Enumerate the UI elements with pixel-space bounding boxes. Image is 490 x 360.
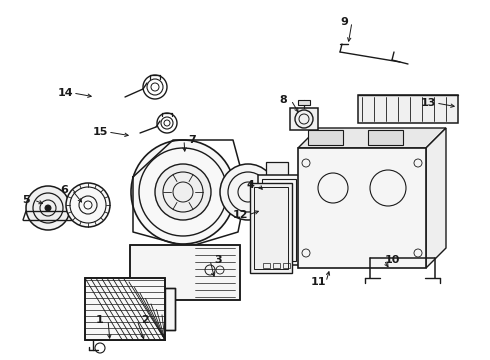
Polygon shape [426, 128, 446, 268]
Circle shape [26, 186, 70, 230]
Text: 4: 4 [246, 180, 254, 190]
Bar [258, 175, 300, 265]
Bar [290, 108, 318, 130]
Text: 2: 2 [141, 315, 149, 325]
Bar [262, 179, 296, 261]
Bar [358, 95, 458, 123]
Bar [130, 245, 240, 300]
Bar [254, 187, 288, 269]
Text: 7: 7 [188, 135, 196, 145]
Text: 13: 13 [420, 98, 436, 108]
Text: 5: 5 [22, 195, 30, 205]
Bar [266, 162, 288, 222]
Circle shape [220, 164, 276, 220]
Text: 10: 10 [384, 255, 400, 265]
Polygon shape [298, 128, 446, 148]
Bar [308, 130, 343, 145]
Circle shape [66, 183, 110, 227]
Bar [85, 278, 165, 340]
Bar [263, 263, 270, 268]
Circle shape [45, 205, 51, 211]
Text: 6: 6 [60, 185, 68, 195]
Text: 1: 1 [96, 315, 104, 325]
Text: 11: 11 [310, 277, 326, 287]
Bar [250, 183, 292, 273]
Bar [298, 100, 310, 105]
Text: 9: 9 [340, 17, 348, 27]
Text: 12: 12 [232, 210, 248, 220]
Circle shape [155, 164, 211, 220]
Text: 15: 15 [92, 127, 108, 137]
Text: 8: 8 [279, 95, 287, 105]
Text: 3: 3 [214, 255, 222, 265]
Text: 14: 14 [57, 88, 73, 98]
Bar [298, 148, 426, 268]
Bar [273, 263, 280, 268]
Bar [368, 130, 403, 145]
Bar [165, 288, 175, 330]
Ellipse shape [150, 259, 180, 281]
Bar [85, 278, 165, 340]
Circle shape [131, 140, 235, 244]
Bar [130, 245, 240, 300]
Bar [283, 263, 290, 268]
